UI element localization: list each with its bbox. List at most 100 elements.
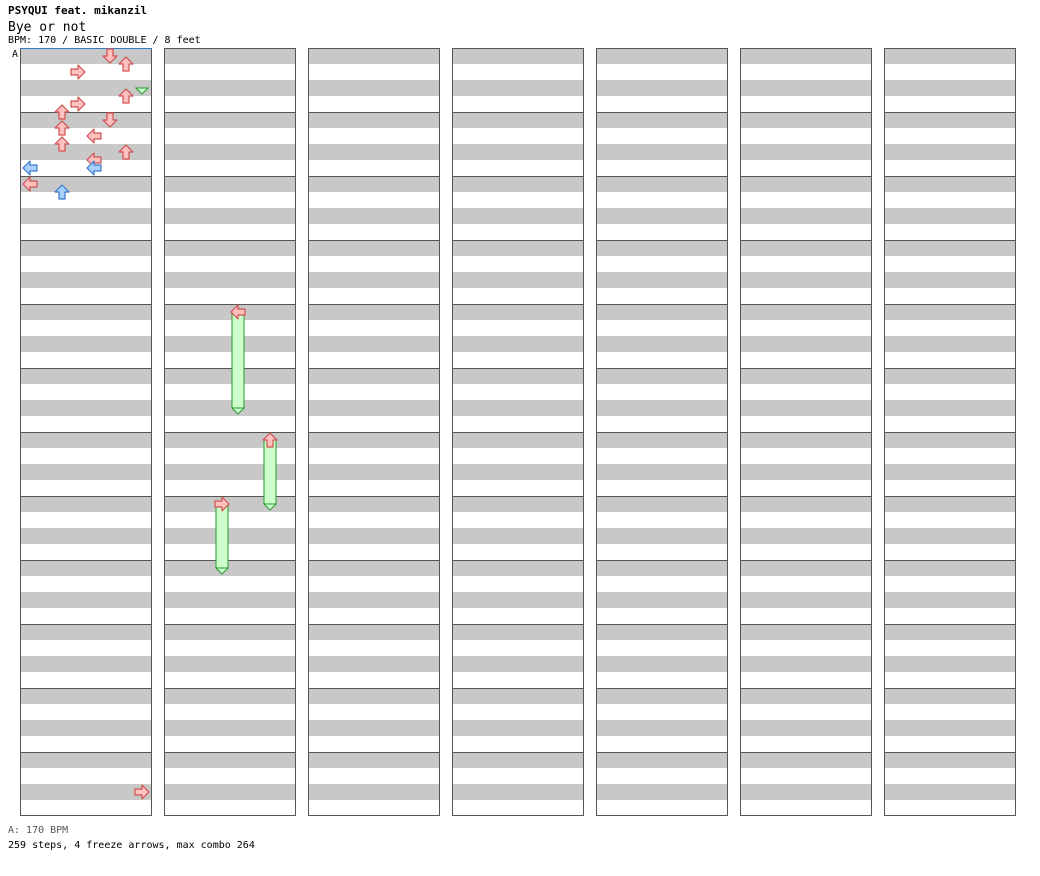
stripe: [20, 624, 152, 640]
stripe: [884, 432, 1016, 448]
stripe: [308, 48, 440, 64]
stripe: [20, 656, 152, 672]
step-arrow-up: [54, 104, 70, 120]
stripe: [596, 496, 728, 512]
stripe: [20, 592, 152, 608]
stripe: [308, 336, 440, 352]
stripe: [452, 48, 584, 64]
stripe: [308, 208, 440, 224]
stripe: [596, 368, 728, 384]
stripe: [164, 144, 296, 160]
stripe: [596, 208, 728, 224]
stripe: [596, 688, 728, 704]
stripe: [20, 560, 152, 576]
stripe: [308, 240, 440, 256]
stripe: [452, 528, 584, 544]
freeze-body: [231, 311, 245, 409]
step-arrow-left: [86, 128, 102, 144]
stripe: [452, 752, 584, 768]
step-arrow-right: [214, 496, 230, 512]
freeze-tail: [230, 407, 246, 415]
stripe: [164, 624, 296, 640]
stripe: [452, 176, 584, 192]
stripe: [452, 496, 584, 512]
stripe: [740, 688, 872, 704]
step-arrow-up: [118, 56, 134, 72]
stripe: [884, 496, 1016, 512]
stripe: [452, 144, 584, 160]
stripe: [452, 592, 584, 608]
stripe: [740, 48, 872, 64]
stripe: [20, 400, 152, 416]
stripe: [452, 656, 584, 672]
stripe: [452, 272, 584, 288]
step-arrow-left: [86, 160, 102, 176]
stripe: [164, 112, 296, 128]
stripe: [884, 528, 1016, 544]
stripe: [740, 208, 872, 224]
stripe: [20, 144, 152, 160]
stripe: [884, 144, 1016, 160]
chart-info: BPM: 170 / BASIC DOUBLE / 8 feet: [8, 35, 201, 46]
column-border: [452, 48, 584, 816]
step-arrow-up: [262, 432, 278, 448]
step-arrow-right: [134, 784, 150, 800]
freeze-body: [263, 439, 277, 505]
stripe: [740, 528, 872, 544]
stripe: [164, 176, 296, 192]
stripe: [308, 144, 440, 160]
stripe: [308, 464, 440, 480]
freeze-tail: [214, 567, 230, 575]
stripe: [884, 176, 1016, 192]
stripe: [740, 400, 872, 416]
stripe: [452, 304, 584, 320]
stripe: [308, 304, 440, 320]
stripe: [308, 368, 440, 384]
stripe: [740, 592, 872, 608]
stripe: [596, 656, 728, 672]
stripe: [452, 208, 584, 224]
stripe: [452, 720, 584, 736]
stripe: [884, 784, 1016, 800]
stripe: [164, 240, 296, 256]
stripe: [20, 272, 152, 288]
step-arrow-up: [54, 120, 70, 136]
step-arrow-up: [118, 144, 134, 160]
stripe: [596, 464, 728, 480]
stripe: [20, 496, 152, 512]
stripe: [308, 592, 440, 608]
stripe: [308, 752, 440, 768]
stripe: [164, 80, 296, 96]
step-arrow-left: [22, 160, 38, 176]
stripe: [308, 272, 440, 288]
stripe: [452, 112, 584, 128]
stripe: [20, 304, 152, 320]
stripe: [164, 368, 296, 384]
stripe: [884, 208, 1016, 224]
stripe: [596, 112, 728, 128]
step-arrow-up: [54, 184, 70, 200]
step-arrow-down: [102, 48, 118, 64]
stripe: [164, 720, 296, 736]
column-border: [308, 48, 440, 816]
stripe: [20, 432, 152, 448]
stripe: [596, 272, 728, 288]
step-arrow-left: [230, 304, 246, 320]
stripe: [452, 464, 584, 480]
column-border: [596, 48, 728, 816]
step-arrow-right: [70, 64, 86, 80]
stripe: [740, 80, 872, 96]
stripe: [740, 624, 872, 640]
stripe: [884, 592, 1016, 608]
stripe: [740, 720, 872, 736]
stripe: [884, 752, 1016, 768]
column-border: [164, 48, 296, 816]
stripe: [884, 368, 1016, 384]
stripe: [20, 80, 152, 96]
stripe: [20, 752, 152, 768]
stripe: [308, 176, 440, 192]
stripe: [884, 304, 1016, 320]
stripe: [740, 784, 872, 800]
stripe: [452, 784, 584, 800]
stripe: [308, 688, 440, 704]
